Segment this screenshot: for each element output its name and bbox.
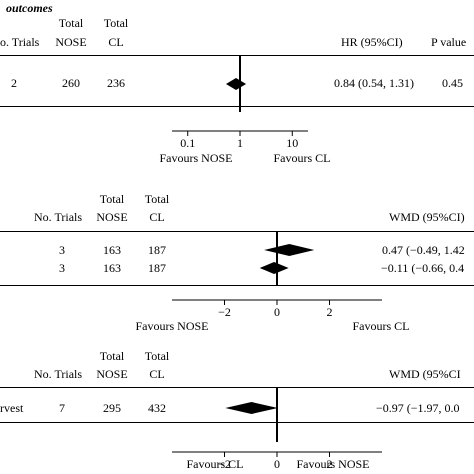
panel3-tick-label-0: −2 [218, 457, 231, 471]
panel2-row2-trials: 3 [59, 261, 65, 275]
panel2-effect-diamond-1 [264, 244, 315, 256]
panel1-header-nose-total: Total [58, 16, 84, 30]
panel2-row1-trials: 3 [59, 243, 65, 257]
panel3-favours-right: Favours NOSE [296, 457, 370, 471]
panel2-top-rule [0, 231, 474, 232]
panel3-tick-label-2: 2 [327, 457, 333, 471]
panel1-tick-label-2: 10 [286, 136, 298, 150]
panel1-tick-label-0: 0.1 [180, 136, 195, 150]
panel2-row1-nose: 163 [103, 243, 121, 257]
panel2-favours-left: Favours NOSE [135, 319, 209, 333]
panel1-header-cl: CL [108, 35, 124, 49]
panel2-row2-nose: 163 [103, 261, 121, 275]
panel2-tick-label-0: −2 [218, 305, 231, 319]
panel2-header-nose-total: Total [99, 192, 125, 206]
panel2-effect-diamond-2 [259, 262, 289, 274]
panel3-bottom-rule [0, 422, 474, 423]
panel1-header-trials: o. Trials [0, 35, 40, 49]
panel3-header-cl: CL [149, 367, 165, 381]
panel1-row-cl: 236 [107, 76, 125, 90]
panel2-row1-cl: 187 [148, 243, 166, 257]
panel2-header-cl: CL [149, 210, 165, 224]
panel2-header-cl-total: Total [144, 192, 170, 206]
panel3-row-trials: 7 [59, 401, 65, 415]
panel3-header-effect: WMD (95%CI [389, 367, 461, 381]
panel1-tick-label-1: 1 [237, 136, 243, 150]
panel3-effect-diamond-1 [225, 402, 278, 414]
panel2-row2-effect: −0.11 (−0.66, 0.4 [381, 261, 465, 275]
panel1-row-effect: 0.84 (0.54, 1.31) [334, 76, 414, 90]
panel3-tick-label-1: 0 [274, 457, 280, 471]
panel2-header-trials: No. Trials [34, 210, 83, 224]
panel1-row-nose: 260 [62, 76, 80, 90]
panel1-header-p: P value [431, 35, 467, 49]
panel3-top-rule [0, 387, 474, 388]
panel2-bottom-rule [0, 285, 474, 286]
panel2-tick-label-2: 2 [327, 305, 333, 319]
panel3-header-nose: NOSE [96, 367, 128, 381]
panel1-header-cl-total: Total [103, 16, 129, 30]
panel3-row-nose: 295 [103, 401, 121, 415]
panel1-header-nose: NOSE [55, 35, 87, 49]
panel3-header-nose-total: Total [99, 349, 125, 363]
panel3-row-cl: 432 [148, 401, 166, 415]
panel2-header-nose: NOSE [96, 210, 128, 224]
panel1-favours-right: Favours CL [273, 151, 331, 165]
panel3-row-label: rvest [0, 401, 24, 415]
panel2-favours-right: Favours CL [352, 319, 410, 333]
panel2-tick-label-1: 0 [274, 305, 280, 319]
panel1-favours-left: Favours NOSE [159, 151, 233, 165]
panel1-effect-diamond-1 [226, 78, 247, 90]
panel3-favours-left: Favours CL [186, 457, 244, 471]
panel1-bottom-rule [0, 106, 474, 107]
panel1-row-p: 0.45 [442, 76, 463, 90]
panel3-header-trials: No. Trials [34, 367, 83, 381]
panel2-row2-cl: 187 [148, 261, 166, 275]
panel2-row1-effect: 0.47 (−0.49, 1.42 [382, 243, 465, 257]
panel1-header-effect: HR (95%CI) [341, 35, 403, 49]
panel3-row-effect: −0.97 (−1.97, 0.0 [376, 401, 460, 415]
panel2-header-effect: WMD (95%CI) [389, 210, 465, 224]
panel3-header-cl-total: Total [144, 349, 170, 363]
panel1-top-rule [0, 55, 474, 56]
panel1-title: outcomes [6, 1, 53, 15]
panel1-row-trials: 2 [11, 76, 17, 90]
